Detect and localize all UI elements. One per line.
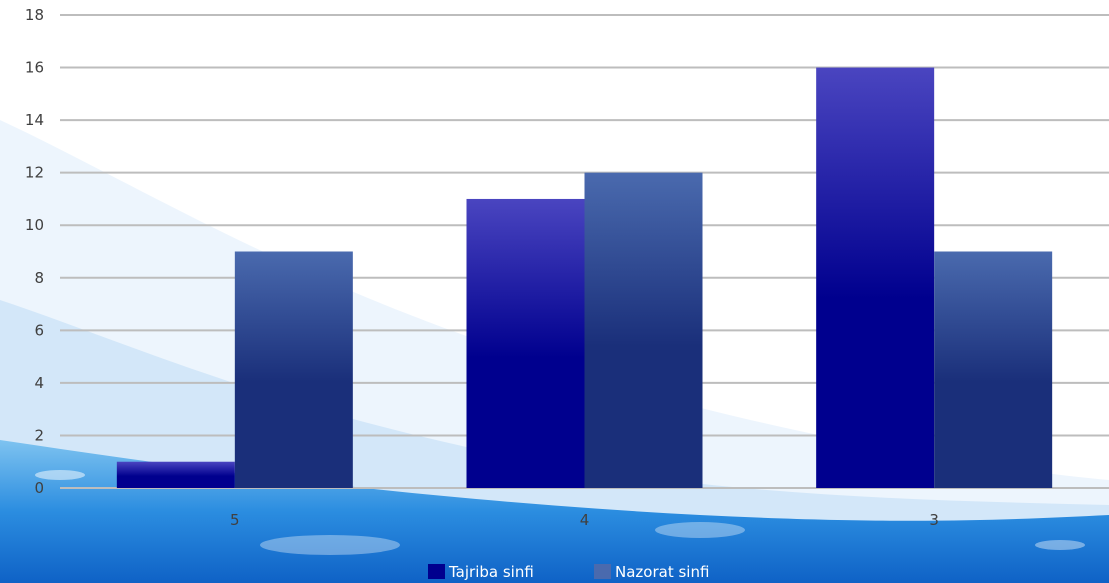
y-tick-label: 8 [34,269,44,287]
y-tick-label: 18 [25,6,44,24]
y-tick-label: 6 [34,321,44,339]
bar-tajriba-5 [116,461,235,488]
legend: Tajriba sinfi Nazorat sinfi [428,563,709,581]
x-tick-label: 3 [929,511,939,529]
x-axis: 5 4 3 [230,511,939,529]
y-tick-label: 2 [34,426,44,444]
bar-nazorat-4 [584,172,703,488]
bars [116,67,1053,489]
bar-tajriba-3 [816,67,935,489]
y-tick-label: 12 [25,164,44,182]
legend-label: Tajriba sinfi [448,563,534,581]
bar-tajriba-4 [466,198,585,488]
x-tick-label: 5 [230,511,240,529]
bar-nazorat-3 [934,251,1053,488]
y-tick-label: 0 [34,479,44,497]
legend-swatch [428,564,445,579]
y-tick-label: 14 [25,111,44,129]
bar-nazorat-5 [234,251,353,488]
y-tick-label: 4 [34,374,44,392]
legend-swatch [594,564,611,579]
y-axis: 0 2 4 6 8 10 12 14 16 18 [25,6,44,497]
y-tick-label: 10 [25,216,44,234]
legend-label: Nazorat sinfi [615,563,709,581]
x-tick-label: 4 [580,511,590,529]
y-tick-label: 16 [25,59,44,77]
